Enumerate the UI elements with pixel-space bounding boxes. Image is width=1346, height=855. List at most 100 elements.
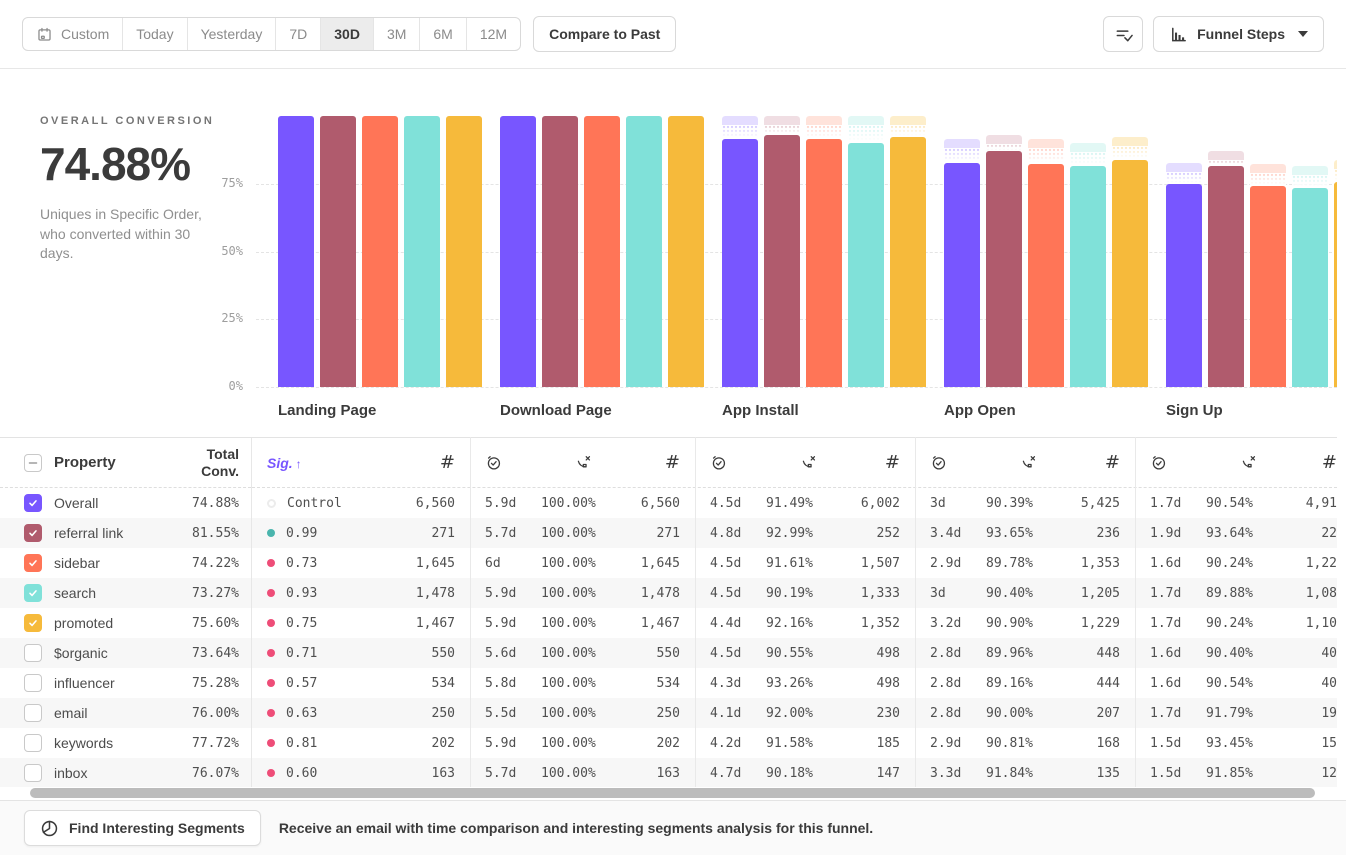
find-interesting-segments-button[interactable]: Find Interesting Segments: [24, 810, 261, 846]
ghost-cap-tint: [722, 116, 758, 125]
count-icon[interactable]: #: [1104, 452, 1120, 473]
sig-column-header[interactable]: Sig. ↑: [267, 454, 302, 471]
property-row-sidebar[interactable]: sidebar 74.22%: [0, 548, 251, 578]
significance-value: 0.93: [286, 585, 318, 601]
view-selector-button[interactable]: Funnel Steps: [1153, 16, 1324, 52]
conversion-rate: 93.65%: [986, 525, 1033, 541]
time-to-convert: 3.4d: [930, 525, 962, 541]
ghost-cap-dots: [944, 148, 980, 163]
funnel-bar-Overall-step2[interactable]: [500, 116, 536, 387]
property-checkbox[interactable]: [24, 524, 42, 542]
property-row-inbox[interactable]: inbox 76.07%: [0, 758, 251, 787]
funnel-bar-search-step1[interactable]: [404, 116, 440, 387]
step-count: 168: [1096, 735, 1120, 751]
total-conversion-value: 81.55%: [192, 525, 239, 541]
date-range-7d[interactable]: 7D: [275, 18, 320, 50]
count-icon[interactable]: #: [664, 452, 680, 473]
funnel-bar-sidebar-step1[interactable]: [362, 116, 398, 387]
date-range-12m[interactable]: 12M: [465, 18, 520, 50]
significance-dot: [267, 589, 275, 597]
funnel-bar-sidebar-step4[interactable]: [1028, 164, 1064, 387]
date-range-30d[interactable]: 30D: [320, 18, 373, 50]
date-range-6m[interactable]: 6M: [419, 18, 465, 50]
funnel-bar-referral-link-step3[interactable]: [764, 134, 800, 387]
funnel-bar-promoted-step3[interactable]: [890, 137, 926, 387]
property-row-search[interactable]: search 73.27%: [0, 578, 251, 608]
property-row-email[interactable]: email 76.00%: [0, 698, 251, 728]
property-checkbox[interactable]: [24, 674, 42, 692]
conversion-rate: 92.00%: [766, 705, 813, 721]
property-checkbox[interactable]: [24, 734, 42, 752]
funnel-bar-referral-link-step2[interactable]: [542, 116, 578, 387]
time-to-convert-icon[interactable]: [485, 454, 541, 471]
step-count: 534: [431, 675, 455, 691]
bar-ghost-cap: [848, 116, 884, 143]
funnel-bar-promoted-step2[interactable]: [668, 116, 704, 387]
select-all-checkbox[interactable]: [24, 453, 42, 472]
time-to-convert-icon[interactable]: [1150, 454, 1206, 471]
funnel-bar-search-step4[interactable]: [1070, 166, 1106, 387]
time-to-convert-icon[interactable]: [930, 454, 986, 471]
funnel-bar-Overall-step4[interactable]: [944, 162, 980, 387]
funnel-bar-referral-link-step1[interactable]: [320, 116, 356, 387]
time-to-convert-icon[interactable]: [710, 454, 766, 471]
compare-to-past-button[interactable]: Compare to Past: [533, 16, 677, 52]
conversion-rate: 89.96%: [986, 645, 1033, 661]
date-range-yesterday[interactable]: Yesterday: [186, 18, 276, 50]
conversion-chart-icon[interactable]: [800, 454, 817, 471]
data-row-keywords: 0.81 202 5.9d 100.00% 202 4.2d 91.58% 185 2.9d 90…: [252, 728, 1337, 758]
funnel-bar-promoted-step5[interactable]: [1334, 182, 1337, 387]
ghost-cap-tint: [986, 134, 1022, 144]
count-icon[interactable]: #: [439, 452, 455, 473]
funnel-bar-referral-link-step5[interactable]: [1208, 165, 1244, 387]
conversion-chart-icon[interactable]: [1240, 454, 1257, 471]
conversion-chart-icon[interactable]: [575, 454, 592, 471]
property-row-influencer[interactable]: influencer 75.28%: [0, 668, 251, 698]
overall-conversion-value: 74.88%: [40, 138, 191, 190]
rate-cell-header: [766, 454, 850, 471]
step-cells: 5.7d 100.00% 163: [470, 758, 695, 787]
property-checkbox[interactable]: [24, 494, 42, 512]
count-icon[interactable]: #: [1321, 452, 1337, 473]
funnel-bar-Overall-step5[interactable]: [1166, 184, 1202, 387]
step-cells: 1.7d 90.24% 1,10: [1135, 608, 1337, 638]
property-checkbox[interactable]: [24, 644, 42, 662]
conversion-chart-icon[interactable]: [1020, 454, 1037, 471]
funnel-bar-promoted-step1[interactable]: [446, 116, 482, 387]
funnel-bar-sidebar-step3[interactable]: [806, 138, 842, 387]
property-checkbox[interactable]: [24, 764, 42, 782]
step-count: 4,91: [1305, 495, 1337, 511]
funnel-bar-referral-link-step4[interactable]: [986, 151, 1022, 387]
property-checkbox[interactable]: [24, 614, 42, 632]
property-row-referral-link[interactable]: referral link 81.55%: [0, 518, 251, 548]
date-range-3m[interactable]: 3M: [372, 18, 419, 50]
funnel-bar-promoted-step4[interactable]: [1112, 159, 1148, 387]
ghost-cap-dots: [1028, 147, 1064, 165]
horizontal-scrollbar[interactable]: [30, 788, 1315, 798]
funnel-bar-search-step5[interactable]: [1292, 188, 1328, 387]
date-range-today[interactable]: Today: [122, 18, 186, 50]
funnel-bar-search-step3[interactable]: [848, 142, 884, 387]
time-to-convert: 3.2d: [930, 615, 962, 631]
funnel-bar-Overall-step3[interactable]: [722, 139, 758, 387]
funnel-bar-search-step2[interactable]: [626, 116, 662, 387]
funnel-bar-Overall-step1[interactable]: [278, 116, 314, 387]
property-row--organic[interactable]: $organic 73.64%: [0, 638, 251, 668]
count-icon[interactable]: #: [884, 452, 900, 473]
step-cells: 1.7d 90.54% 4,91: [1135, 488, 1337, 518]
property-checkbox[interactable]: [24, 704, 42, 722]
property-row-promoted[interactable]: promoted 75.60%: [0, 608, 251, 638]
significance-dot: [267, 649, 275, 657]
landing-page-cells: 0.60 163: [252, 758, 470, 787]
funnel-bar-sidebar-step2[interactable]: [584, 116, 620, 387]
data-row-email: 0.63 250 5.5d 100.00% 250 4.1d 92.00% 230 2.8d 90…: [252, 698, 1337, 728]
property-checkbox[interactable]: [24, 554, 42, 572]
list-check-button[interactable]: [1103, 16, 1144, 52]
property-checkbox[interactable]: [24, 584, 42, 602]
step-cells: 4.3d 93.26% 498: [695, 668, 915, 698]
funnel-bar-sidebar-step5[interactable]: [1250, 185, 1286, 387]
property-row-Overall[interactable]: Overall 74.88%: [0, 488, 251, 518]
property-row-keywords[interactable]: keywords 77.72%: [0, 728, 251, 758]
ghost-cap-dots: [1208, 160, 1244, 166]
date-range-custom[interactable]: Custom: [23, 18, 122, 50]
